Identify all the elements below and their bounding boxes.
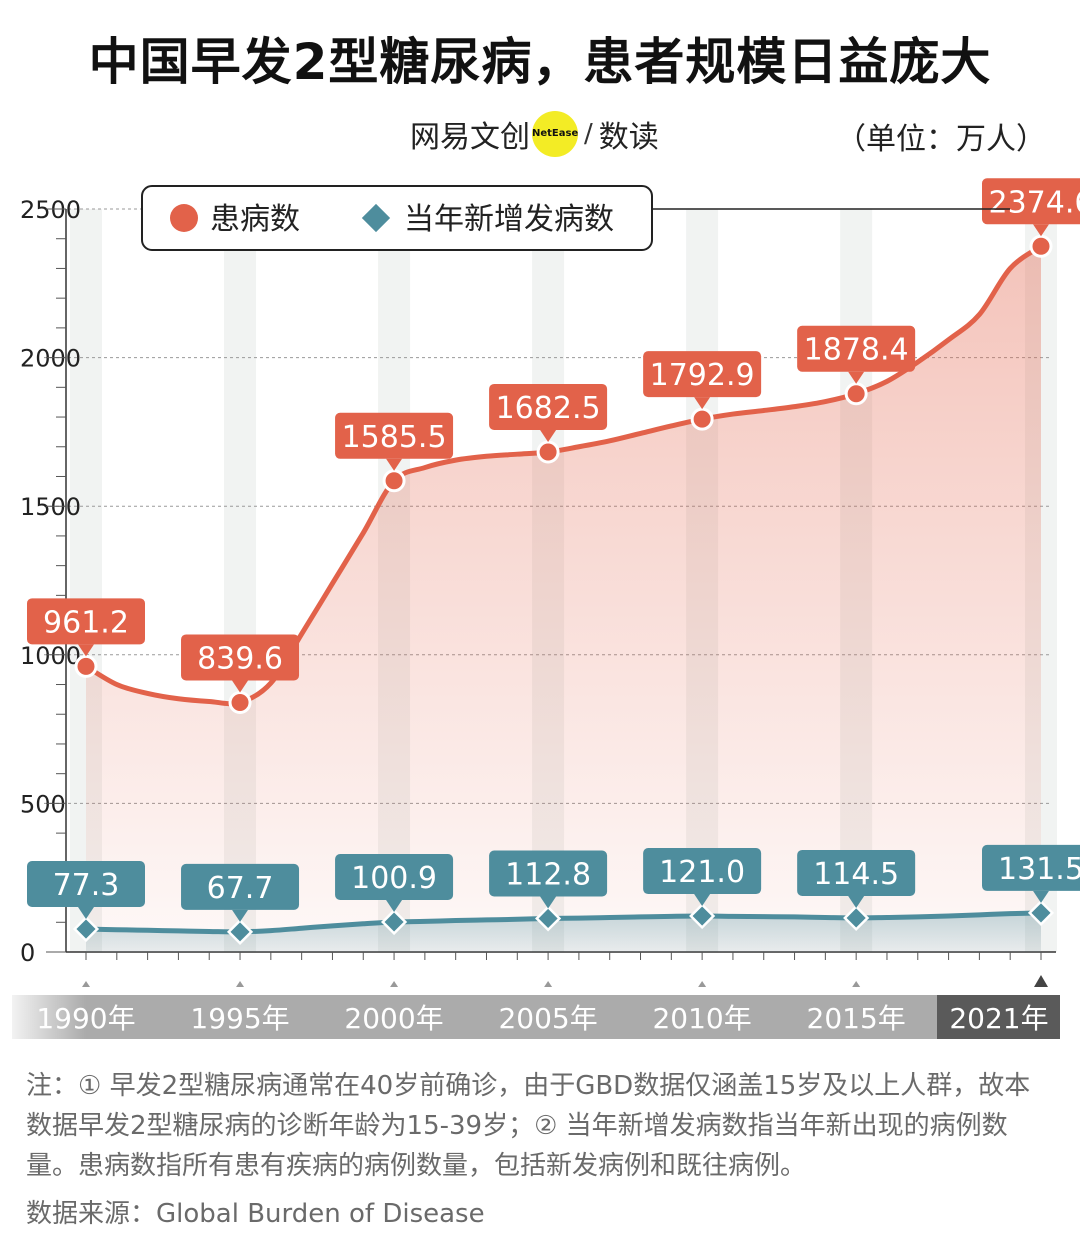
brand-name: 网易文创 — [410, 120, 530, 155]
incidence-value-label: 114.5 — [813, 857, 899, 892]
x-tick-label: 2010年 — [652, 1002, 751, 1035]
chart: 0 500 1000 1500 2000 2500 961.2 839.6 1585.5 1682… — [12, 178, 1080, 1039]
label-pointer — [386, 458, 403, 471]
incidence-value-label: 121.0 — [659, 855, 745, 890]
label-pointer — [694, 894, 711, 907]
y-tick-label: 1500 — [20, 493, 81, 521]
incidence-value-label: 112.8 — [505, 857, 591, 892]
prevalence-point — [74, 654, 98, 678]
incidence-value-label: 77.3 — [53, 868, 120, 903]
prevalence-point — [536, 440, 560, 464]
label-pointer — [78, 644, 94, 657]
incidence-point — [226, 918, 254, 945]
x-tick-marker-icon — [544, 981, 553, 987]
label-pointer — [848, 371, 865, 384]
prevalence-value-label: 1585.5 — [342, 420, 447, 455]
incidence-point — [380, 908, 408, 936]
prevalence-value-label: 1682.5 — [496, 391, 601, 426]
prevalence-point — [382, 469, 406, 493]
x-axis-band-current — [937, 995, 1060, 1039]
x-tick-marker-icon — [236, 981, 245, 987]
prevalence-label-box — [335, 412, 454, 459]
prevalence-value-label: 839.6 — [197, 641, 283, 676]
legend-circle-icon — [170, 204, 198, 232]
y-tick-label: 2500 — [20, 196, 81, 224]
source-text: 数据来源：Global Burden of Disease — [26, 1199, 485, 1229]
y-tick-label: 500 — [20, 790, 66, 818]
label-pointer — [848, 895, 865, 908]
x-tick-label: 2015年 — [807, 1002, 906, 1035]
incidence-value-label: 67.7 — [207, 871, 274, 906]
prevalence-label-box — [181, 634, 300, 681]
prevalence-point — [228, 690, 252, 714]
notes-text: 注：① 早发2型糖尿病通常在40岁前确诊，由于GBD数据仅涵盖15岁及以上人群，… — [26, 1071, 1031, 1181]
notes-block: 注：① 早发2型糖尿病通常在40岁前确诊，由于GBD数据仅涵盖15岁及以上人群，… — [26, 1066, 1056, 1234]
prevalence-label-box — [27, 598, 145, 645]
y-tick-label: 1000 — [20, 642, 81, 670]
brand-divider: / — [584, 119, 593, 149]
label-pointer — [232, 680, 249, 693]
x-tick-marker-icon — [390, 981, 399, 987]
incidence-label-box — [797, 849, 916, 896]
brand-badge-icon: NetEase — [532, 111, 578, 157]
legend-box — [141, 185, 653, 251]
x-tick-marker-icon — [1034, 975, 1048, 987]
label-pointer — [1033, 224, 1049, 237]
incidence-label-box — [335, 854, 454, 901]
label-pointer — [1033, 890, 1049, 903]
prevalence-label-box — [797, 325, 916, 372]
prevalence-point — [690, 407, 714, 431]
brand-logo: 网易文创 NetEase / 数读 — [410, 111, 659, 157]
prevalence-area — [86, 246, 1041, 952]
prevalence-point — [844, 382, 868, 406]
x-tick-label: 1995年 — [190, 1002, 289, 1035]
incidence-point — [1027, 899, 1055, 926]
x-tick-label: 1990年 — [36, 1002, 135, 1035]
y-tick-label: 2000 — [20, 345, 81, 373]
incidence-label-box — [489, 850, 608, 897]
label-pointer — [540, 429, 557, 442]
x-axis-band — [12, 995, 937, 1039]
incidence-area — [86, 912, 1041, 952]
y-tick-label: 0 — [20, 939, 35, 967]
label-pointer — [540, 896, 557, 909]
incidence-label-box — [181, 863, 300, 910]
legend-label-prevalence: 患病数 — [210, 202, 300, 237]
label-pointer — [232, 909, 249, 922]
legend: 患病数 当年新增发病数 — [141, 185, 1010, 251]
legend-label-incidence: 当年新增发病数 — [404, 202, 614, 237]
x-tick-label: 2021年 — [949, 1002, 1048, 1035]
x-tick-marker-icon — [82, 981, 90, 987]
incidence-point — [843, 904, 870, 932]
incidence-value-label: 100.9 — [351, 861, 437, 896]
prevalence-value-label: 2374.6 — [989, 185, 1080, 220]
prevalence-value-label: 961.2 — [43, 605, 129, 640]
incidence-point — [72, 915, 100, 943]
incidence-point — [535, 905, 562, 932]
label-pointer — [78, 907, 94, 920]
x-tick-marker-icon — [698, 981, 707, 987]
prevalence-label-box — [982, 178, 1080, 225]
brand-section: 数读 — [598, 120, 659, 155]
incidence-label-box — [27, 861, 145, 908]
prevalence-value-label: 1878.4 — [804, 333, 909, 368]
prevalence-label-box — [643, 351, 762, 398]
incidence-label-box — [643, 848, 762, 895]
incidence-label-box — [982, 844, 1080, 891]
prevalence-label-box — [489, 383, 608, 430]
prevalence-value-label: 1792.9 — [650, 358, 755, 393]
label-pointer — [386, 900, 403, 913]
incidence-value-label: 131.5 — [998, 852, 1080, 887]
x-tick-marker-icon — [852, 981, 861, 987]
incidence-point — [689, 902, 716, 930]
x-tick-label: 2005年 — [498, 1002, 597, 1035]
label-pointer — [694, 397, 711, 410]
prevalence-point — [1029, 234, 1053, 258]
x-tick-label: 2000年 — [344, 1002, 443, 1035]
unit-label: （单位：万人） — [836, 122, 1046, 157]
page-title: 中国早发2型糖尿病，患者规模日益庞大 — [88, 33, 992, 91]
